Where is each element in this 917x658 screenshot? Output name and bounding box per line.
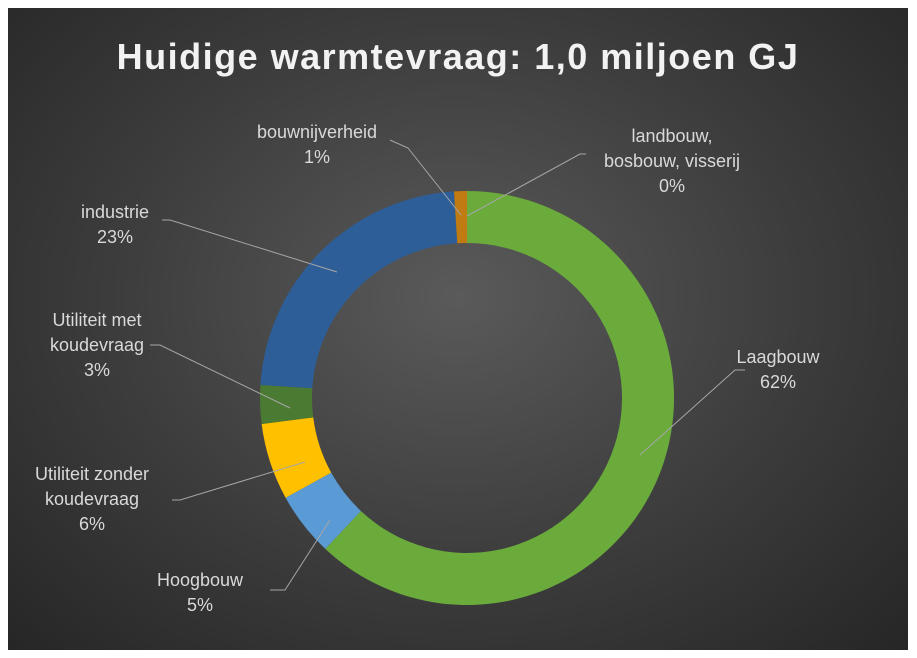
chart-title: Huidige warmtevraag: 1,0 miljoen GJ	[116, 36, 800, 77]
value-label: 62%	[759, 372, 797, 392]
category-label: Hoogbouw	[156, 570, 244, 590]
value-label: 3%	[83, 360, 110, 380]
leader-line	[270, 519, 331, 591]
data-label: industrie 23%	[55, 200, 175, 250]
slice	[260, 385, 314, 424]
data-label: Utiliteit zonder koudevraag 6%	[12, 462, 172, 537]
data-label: Utiliteit met koudevraag 3%	[32, 308, 162, 383]
data-label: Laagbouw 62%	[718, 345, 838, 395]
data-label: landbouw, bosbouw, visserij 0%	[592, 124, 752, 199]
category-label: industrie	[80, 202, 150, 222]
doughnut-plot	[150, 139, 745, 606]
leader-line	[466, 153, 586, 217]
category-label: bouwnijverheid	[256, 122, 378, 142]
slice	[261, 417, 332, 498]
category-label: landbouw, bosbouw, visserij	[603, 126, 741, 171]
slice	[260, 191, 458, 389]
slice	[454, 191, 467, 244]
value-label: 23%	[96, 227, 134, 247]
category-label: Laagbouw	[736, 347, 820, 367]
category-label: Utiliteit zonder koudevraag	[34, 464, 150, 509]
leader-line	[150, 344, 291, 409]
data-label: bouwnijverheid 1%	[237, 120, 397, 170]
slice	[325, 191, 675, 606]
category-label: Utiliteit met koudevraag	[49, 310, 145, 355]
value-label: 6%	[78, 514, 105, 534]
leader-line	[172, 461, 306, 501]
value-label: 0%	[658, 176, 685, 196]
data-label: Hoogbouw 5%	[140, 568, 260, 618]
value-label: 5%	[186, 595, 213, 615]
value-label: 1%	[303, 147, 330, 167]
chart: Huidige warmtevraag: 1,0 miljoen GJ land…	[8, 8, 908, 650]
leader-line	[162, 219, 338, 273]
slice	[285, 472, 361, 549]
leader-line	[389, 139, 462, 216]
leader-line	[639, 369, 745, 456]
